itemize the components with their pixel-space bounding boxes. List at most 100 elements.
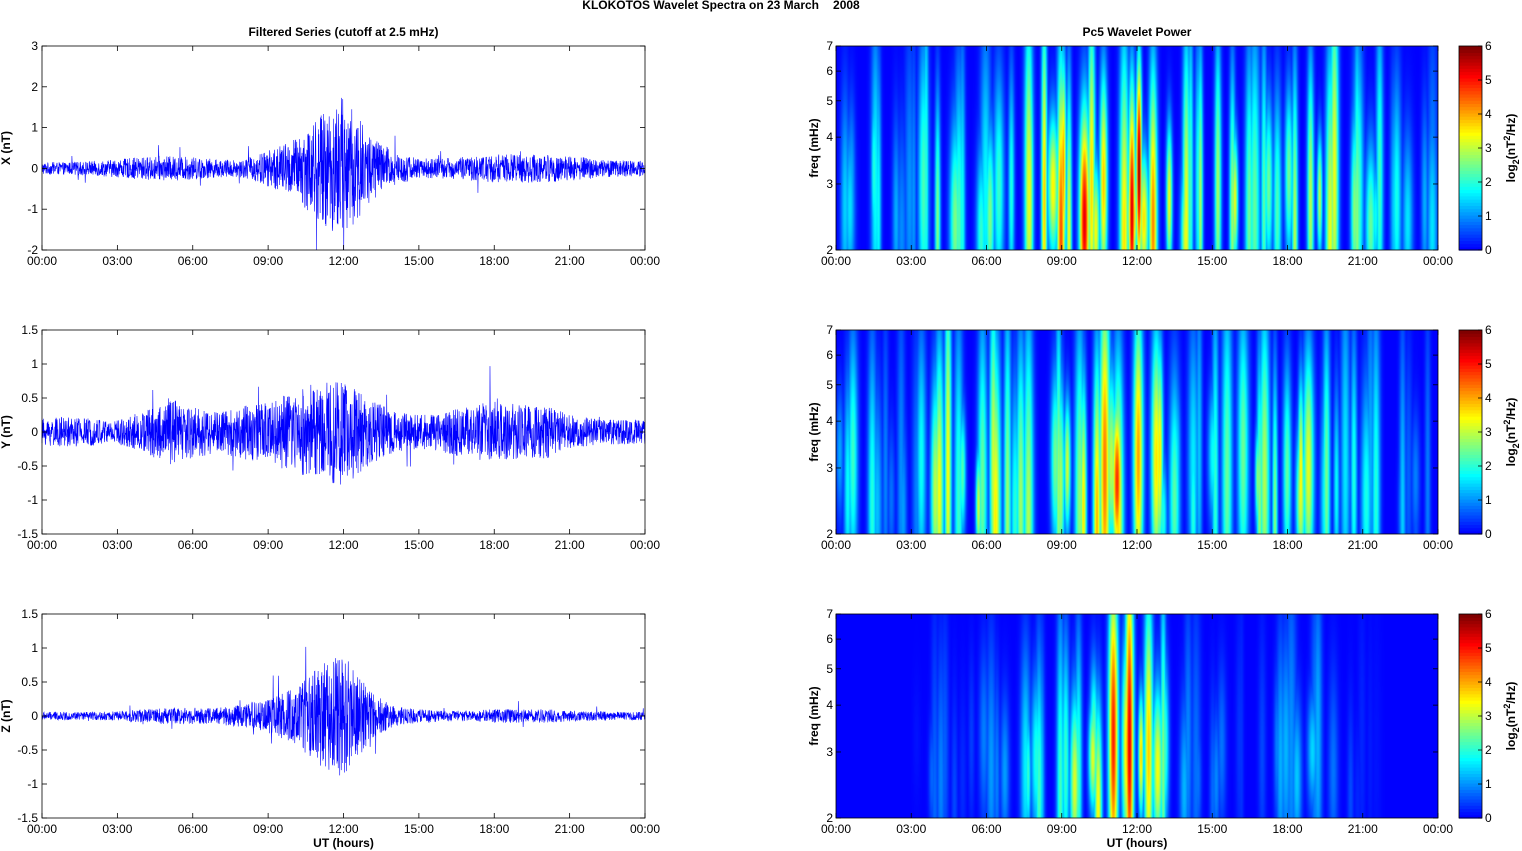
colorbar-swatch (1459, 119, 1482, 124)
colorbar-swatch (1459, 243, 1482, 248)
colorbar-swatch (1459, 237, 1482, 242)
x-tick-label: 21:00 (555, 822, 585, 836)
x-tick-label: 00:00 (821, 254, 851, 268)
colorbar-tick-label: 5 (1485, 641, 1492, 655)
colorbar-swatch (1459, 141, 1482, 146)
colorbar-swatch (1459, 795, 1482, 800)
figure-title-text: KLOKOTOS Wavelet Spectra on 23 March (582, 0, 819, 12)
colorbar-swatch (1459, 451, 1482, 455)
colorbar-swatch (1459, 757, 1482, 762)
colorbar-swatch (1459, 412, 1482, 417)
colorbar-swatch (1459, 444, 1482, 449)
colorbar-tick-label: 2 (1485, 175, 1492, 189)
colorbar-swatch (1459, 61, 1482, 66)
colorbar-label-sup: 2 (1502, 704, 1512, 709)
colorbar-swatch (1459, 192, 1482, 197)
colorbar-swatch (1459, 735, 1482, 739)
colorbar-swatch (1459, 138, 1482, 143)
colorbar-swatch (1459, 87, 1482, 92)
colorbar-swatch (1459, 438, 1482, 443)
y-axis-label: Y (nT) (0, 415, 13, 449)
colorbar-swatch (1459, 381, 1482, 385)
series-line-x (41, 97, 646, 251)
colorbar-swatch (1459, 406, 1482, 411)
colorbar-swatch (1459, 808, 1482, 813)
colorbar-swatch (1459, 352, 1482, 357)
panel-title: Filtered Series (cutoff at 2.5 mHz) (248, 25, 438, 39)
colorbar-swatch (1459, 211, 1482, 216)
colorbar-swatch (1459, 106, 1482, 111)
colorbar-label-suffix: /Hz) (1504, 398, 1518, 420)
colorbar-swatch (1459, 802, 1482, 806)
colorbar-swatch (1459, 428, 1482, 433)
colorbar-label-mid: (nT (1504, 140, 1518, 159)
x-tick-label: 00:00 (1423, 254, 1453, 268)
x-tick-label: 00:00 (630, 254, 660, 268)
x-tick-label: 21:00 (1348, 538, 1378, 552)
figure-title: KLOKOTOS Wavelet Spectra on 23 March 2008 (582, 0, 860, 12)
colorbar-swatch (1459, 221, 1482, 226)
colorbar-label: log2(nT2/Hz) (1502, 114, 1521, 183)
colorbar-swatch (1459, 738, 1482, 743)
colorbar-swatch (1459, 342, 1482, 347)
colorbar-swatch (1459, 368, 1482, 373)
x-tick-label: 00:00 (821, 538, 851, 552)
x-tick-label: 06:00 (971, 822, 1001, 836)
colorbar-swatch (1459, 623, 1482, 628)
colorbar-swatch (1459, 463, 1482, 468)
colorbar-label-log: log (1504, 164, 1518, 182)
y-tick-label: 4 (826, 414, 833, 428)
colorbar-swatch (1459, 218, 1482, 222)
colorbar-label-suffix: /Hz) (1504, 682, 1518, 704)
colorbar-swatch (1459, 706, 1482, 711)
y-tick-label: -2 (27, 243, 38, 257)
colorbar-label-mid: (nT (1504, 708, 1518, 727)
series-panel-y: 00:00 03:00 06:00 09:00 12:00 15:00 18:00 21:00… (0, 323, 660, 552)
colorbar-swatch (1459, 387, 1482, 392)
y-axis-label: freq (mHz) (807, 686, 821, 745)
colorbar-label-log: log (1504, 732, 1518, 750)
colorbar-swatch (1459, 652, 1482, 657)
colorbar-tick-label: 1 (1485, 209, 1492, 223)
colorbar-swatch (1459, 700, 1482, 704)
colorbar-tick-label: 2 (1485, 459, 1492, 473)
colorbar-swatch (1459, 642, 1482, 647)
x-tick-label: 06:00 (178, 822, 208, 836)
colorbar-tick-label: 5 (1485, 73, 1492, 87)
colorbar-swatch (1459, 435, 1482, 439)
colorbar-swatch (1459, 680, 1482, 685)
y-tick-label: 5 (826, 378, 833, 392)
series-panel-x: 00:00 03:00 06:00 09:00 12:00 15:00 18:00 21:00… (0, 25, 660, 268)
wavelet-heatmap-z (836, 614, 1438, 818)
colorbar-swatch (1459, 84, 1482, 89)
x-tick-label: 06:00 (971, 538, 1001, 552)
colorbar-swatch (1459, 498, 1482, 503)
colorbar-swatch (1459, 240, 1482, 245)
x-tick-label: 12:00 (1122, 538, 1152, 552)
colorbar-tick-label: 1 (1485, 493, 1492, 507)
colorbar-swatch (1459, 524, 1482, 529)
colorbar-label-sub: 2 (1511, 159, 1521, 164)
panels-layer: 00:00 03:00 06:00 09:00 12:00 15:00 18:00 21:00… (0, 25, 1521, 850)
colorbar-swatch (1459, 116, 1482, 120)
colorbar-swatch (1459, 693, 1482, 698)
wavelet-panel-z: 00:00 03:00 06:00 09:00 12:00 15:00 18:00 21:00… (807, 607, 1453, 850)
colorbar-swatch (1459, 176, 1482, 181)
colorbar-swatch (1459, 189, 1482, 194)
colorbar-swatch (1459, 432, 1482, 436)
y-tick-label: 7 (826, 607, 833, 621)
y-tick-label: 6 (826, 64, 833, 78)
x-tick-label: 15:00 (404, 538, 434, 552)
colorbar-tick-label: 3 (1485, 709, 1492, 723)
colorbar-swatch (1459, 684, 1482, 688)
colorbar-swatch (1459, 811, 1482, 816)
y-tick-label: -0.5 (17, 743, 38, 757)
colorbar-swatch (1459, 473, 1482, 478)
colorbar-swatch (1459, 712, 1482, 717)
colorbar-swatch (1459, 492, 1482, 497)
colorbar-swatch (1459, 779, 1482, 784)
colorbar-swatch (1459, 49, 1482, 53)
colorbar-swatch (1459, 163, 1482, 168)
y-tick-label: 2 (826, 811, 833, 825)
